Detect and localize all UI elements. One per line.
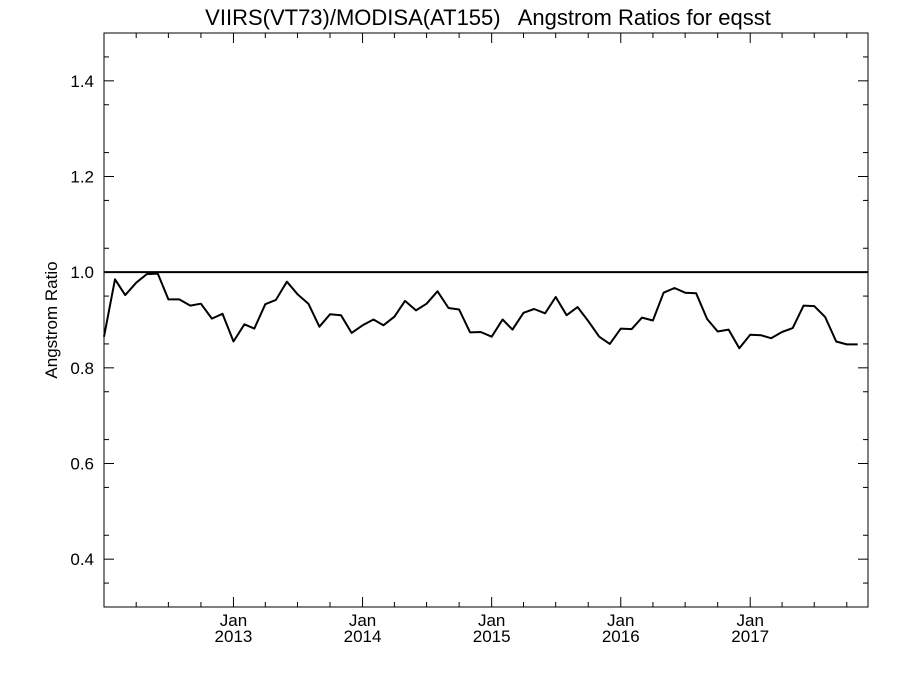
x-tick-year-label: 2017 bbox=[731, 627, 769, 646]
plot-frame bbox=[103, 32, 869, 608]
x-tick-year-label: 2016 bbox=[602, 627, 640, 646]
y-tick-label: 0.4 bbox=[70, 550, 94, 569]
x-tick-month-label: Jan bbox=[478, 611, 505, 630]
x-tick-year-label: 2014 bbox=[344, 627, 382, 646]
x-tick-year-label: 2013 bbox=[215, 627, 253, 646]
axis-ticks bbox=[104, 33, 868, 607]
y-tick-label: 1.2 bbox=[70, 168, 94, 187]
chart-title: VIIRS(VT73)/MODISA(AT155) Angstrom Ratio… bbox=[205, 5, 771, 30]
y-axis-label: Angstrom Ratio bbox=[42, 261, 61, 378]
series-line bbox=[103, 272, 858, 350]
y-tick-label: 0.8 bbox=[70, 359, 94, 378]
tick-labels: 0.40.60.81.01.21.4Jan2013Jan2014Jan2015J… bbox=[70, 72, 769, 646]
x-tick-month-label: Jan bbox=[737, 611, 764, 630]
y-tick-label: 1.0 bbox=[70, 263, 94, 282]
y-tick-label: 1.4 bbox=[70, 72, 94, 91]
x-tick-month-label: Jan bbox=[349, 611, 376, 630]
x-tick-month-label: Jan bbox=[607, 611, 634, 630]
axes bbox=[103, 32, 869, 608]
x-tick-year-label: 2015 bbox=[473, 627, 511, 646]
y-tick-label: 0.6 bbox=[70, 455, 94, 474]
series-layer bbox=[103, 271, 868, 350]
x-tick-month-label: Jan bbox=[220, 611, 247, 630]
